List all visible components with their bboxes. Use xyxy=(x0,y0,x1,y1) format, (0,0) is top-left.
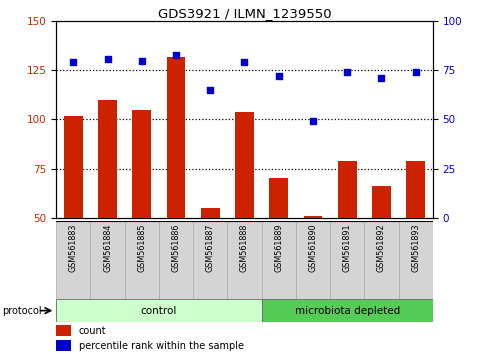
Bar xyxy=(269,178,287,218)
Text: microbiota depleted: microbiota depleted xyxy=(294,306,399,316)
Point xyxy=(103,56,111,61)
Text: count: count xyxy=(79,326,106,336)
Point xyxy=(138,58,145,63)
Text: protocol: protocol xyxy=(2,306,42,316)
Point xyxy=(274,73,282,79)
Text: GSM561886: GSM561886 xyxy=(171,224,180,272)
Bar xyxy=(56,340,71,352)
Bar xyxy=(371,186,390,218)
Text: GSM561892: GSM561892 xyxy=(376,224,385,272)
FancyBboxPatch shape xyxy=(159,221,193,299)
Text: percentile rank within the sample: percentile rank within the sample xyxy=(79,341,244,351)
Point xyxy=(206,87,214,93)
FancyBboxPatch shape xyxy=(329,221,364,299)
Point xyxy=(343,69,350,75)
Bar xyxy=(201,208,219,218)
FancyBboxPatch shape xyxy=(90,221,124,299)
FancyBboxPatch shape xyxy=(56,221,90,299)
FancyBboxPatch shape xyxy=(364,221,398,299)
Text: GSM561888: GSM561888 xyxy=(240,224,248,272)
Bar xyxy=(166,57,185,218)
FancyBboxPatch shape xyxy=(227,221,261,299)
Text: GSM561885: GSM561885 xyxy=(137,224,146,272)
FancyBboxPatch shape xyxy=(124,221,159,299)
Text: GSM561890: GSM561890 xyxy=(308,224,317,272)
Text: GSM561884: GSM561884 xyxy=(103,224,112,272)
Bar xyxy=(303,216,322,218)
Point xyxy=(240,60,248,65)
Point xyxy=(69,60,77,65)
Text: GSM561887: GSM561887 xyxy=(205,224,214,272)
FancyBboxPatch shape xyxy=(261,221,295,299)
Bar xyxy=(132,110,151,218)
Text: control: control xyxy=(141,306,177,316)
FancyBboxPatch shape xyxy=(56,299,261,322)
Bar xyxy=(235,112,253,218)
Point xyxy=(172,52,180,57)
FancyBboxPatch shape xyxy=(398,221,432,299)
Text: GSM561883: GSM561883 xyxy=(69,224,78,272)
Title: GDS3921 / ILMN_1239550: GDS3921 / ILMN_1239550 xyxy=(157,7,331,20)
Text: GSM561889: GSM561889 xyxy=(274,224,283,272)
Point xyxy=(377,75,385,81)
Point xyxy=(411,69,419,75)
FancyBboxPatch shape xyxy=(295,221,329,299)
Bar xyxy=(406,161,424,218)
FancyBboxPatch shape xyxy=(193,221,227,299)
FancyBboxPatch shape xyxy=(261,299,432,322)
Bar xyxy=(98,100,117,218)
Point xyxy=(308,119,316,124)
Bar xyxy=(56,325,71,336)
Text: GSM561891: GSM561891 xyxy=(342,224,351,272)
Bar xyxy=(337,161,356,218)
Text: GSM561893: GSM561893 xyxy=(410,224,419,272)
Bar xyxy=(64,115,82,218)
